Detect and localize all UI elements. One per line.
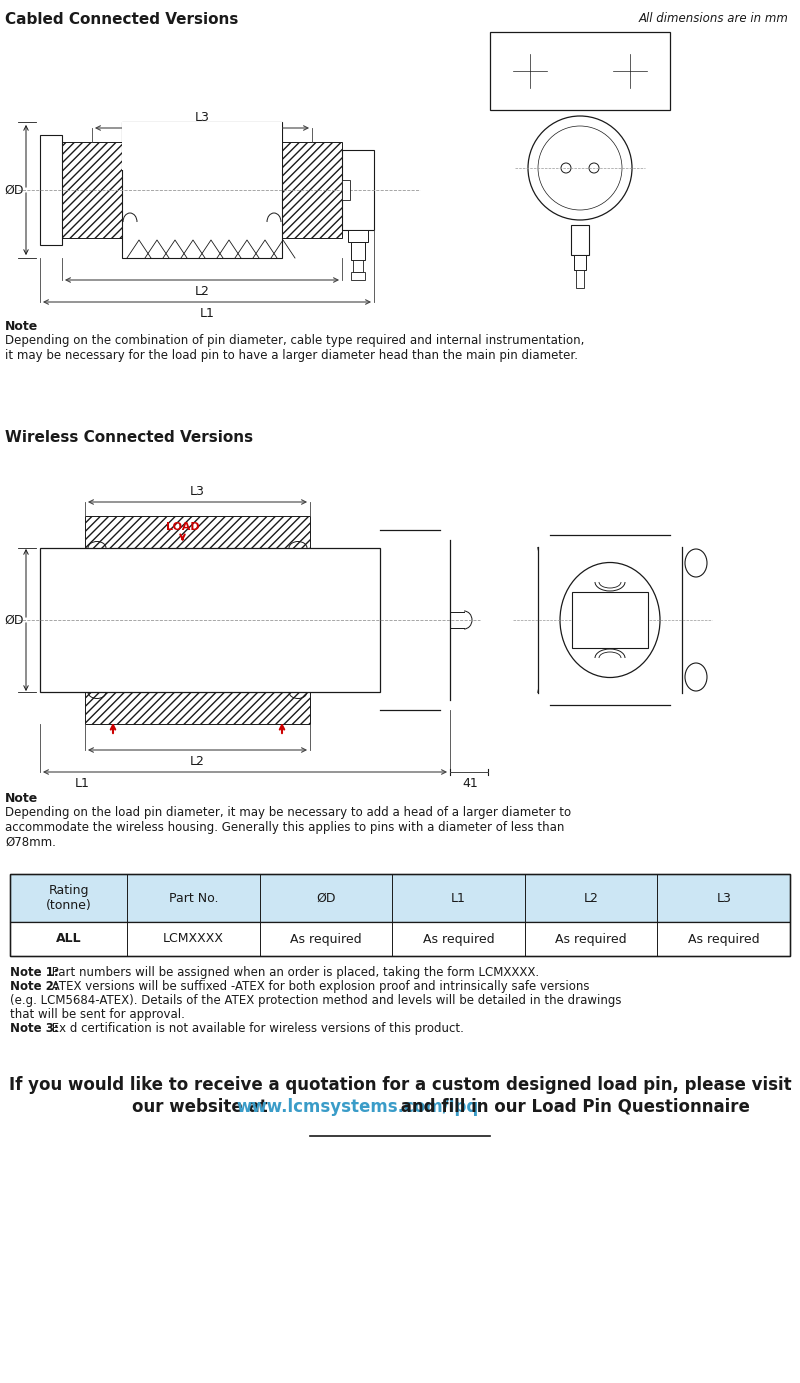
Bar (351, 242, 365, 260)
Text: ØD: ØD (4, 184, 23, 196)
Bar (40, 136, 62, 245)
Text: ATEX versions will be suffixed -ATEX for both explosion proof and intrinsically : ATEX versions will be suffixed -ATEX for… (48, 981, 590, 993)
Text: Depending on the combination of pin diameter, cable type required and internal i: Depending on the combination of pin diam… (5, 335, 584, 362)
Text: our website at: our website at (132, 1098, 273, 1116)
Text: L1: L1 (451, 892, 466, 904)
Circle shape (538, 126, 622, 210)
Circle shape (619, 59, 641, 82)
Bar (62, 142, 122, 238)
Text: Note 1:: Note 1: (10, 965, 58, 979)
Text: Rating
(tonne): Rating (tonne) (46, 884, 91, 911)
Text: All dimensions are in mm: All dimensions are in mm (638, 12, 788, 25)
Bar (571, 225, 589, 254)
Text: that will be sent for approval.: that will be sent for approval. (10, 1008, 185, 1021)
Text: L2: L2 (584, 892, 598, 904)
Text: Wireless Connected Versions: Wireless Connected Versions (5, 430, 253, 445)
Bar (10, 874, 790, 922)
Circle shape (589, 163, 599, 173)
Text: Note: Note (5, 319, 38, 333)
Polygon shape (122, 122, 282, 170)
Ellipse shape (685, 549, 707, 577)
Text: Ex d certification is not available for wireless versions of this product.: Ex d certification is not available for … (48, 1022, 464, 1034)
Bar (351, 272, 365, 279)
Bar (10, 922, 790, 956)
Bar (576, 270, 584, 288)
Text: As required: As required (555, 932, 627, 946)
Text: L2: L2 (194, 285, 210, 297)
Text: our website at www.lcmsystems.com/lpq and fill in our Load Pin Questionnaire: our website at www.lcmsystems.com/lpq an… (30, 1098, 770, 1116)
Bar (574, 254, 586, 270)
Text: Note 2:: Note 2: (10, 981, 58, 993)
Text: L1: L1 (75, 777, 90, 790)
Bar (342, 180, 350, 201)
Text: LCMXXXX: LCMXXXX (163, 932, 224, 946)
Text: Part No.: Part No. (169, 892, 218, 904)
Bar (282, 142, 342, 238)
Text: ØD: ØD (316, 892, 336, 904)
Text: LOAD: LOAD (166, 521, 199, 532)
Bar (353, 260, 363, 272)
Text: Cabled Connected Versions: Cabled Connected Versions (5, 12, 238, 28)
Bar (122, 122, 282, 259)
Text: ALL: ALL (56, 932, 82, 946)
Text: Part numbers will be assigned when an order is placed, taking the form LCMXXXX.: Part numbers will be assigned when an or… (48, 965, 539, 979)
Bar (342, 149, 374, 230)
Bar (40, 548, 380, 692)
Text: If you would like to receive a quotation for a custom designed load pin, please : If you would like to receive a quotation… (9, 1076, 791, 1094)
Circle shape (561, 163, 571, 173)
Ellipse shape (685, 662, 707, 692)
Bar (490, 32, 670, 111)
Circle shape (519, 59, 541, 82)
Text: Note 3:: Note 3: (10, 1022, 58, 1034)
Text: L3: L3 (190, 485, 205, 498)
Bar (538, 535, 683, 705)
Bar (572, 592, 648, 649)
Text: L3: L3 (194, 111, 210, 124)
Text: and fill in our Load Pin Questionnaire: and fill in our Load Pin Questionnaire (395, 1098, 750, 1116)
Text: www.lcmsystems.com/lpq: www.lcmsystems.com/lpq (237, 1098, 479, 1116)
Text: L1: L1 (199, 307, 214, 319)
Circle shape (528, 116, 632, 220)
Bar (10, 874, 790, 956)
Text: As required: As required (688, 932, 759, 946)
Text: L3: L3 (716, 892, 731, 904)
Text: 41: 41 (462, 777, 478, 790)
Text: L2: L2 (190, 755, 205, 768)
Text: (e.g. LCM5684-ATEX). Details of the ATEX protection method and levels will be de: (e.g. LCM5684-ATEX). Details of the ATEX… (10, 994, 622, 1007)
Bar (85, 516, 310, 548)
Text: Note 1: Part numbers will be assigned when an order is placed, taking the form L: Note 1: Part numbers will be assigned wh… (10, 965, 544, 979)
Text: As required: As required (422, 932, 494, 946)
Text: As required: As required (290, 932, 362, 946)
Text: Depending on the load pin diameter, it may be necessary to add a head of a large: Depending on the load pin diameter, it m… (5, 806, 571, 849)
Text: Note: Note (5, 792, 38, 805)
Ellipse shape (560, 563, 660, 678)
Bar (85, 692, 310, 723)
Bar (380, 530, 450, 709)
Text: ØD: ØD (4, 614, 23, 626)
Bar (348, 230, 368, 242)
